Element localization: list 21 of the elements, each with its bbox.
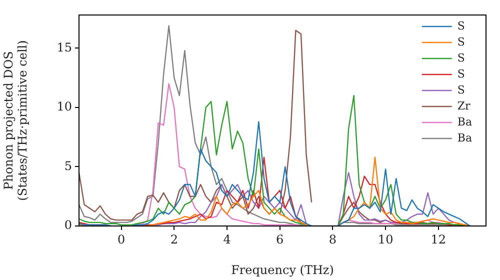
x-axis-title: Frequency (THz) xyxy=(231,262,334,277)
legend-label: S xyxy=(457,19,465,32)
x-tick-label: 4 xyxy=(223,232,232,246)
x-tick-label: 2 xyxy=(170,232,178,246)
y-tick-label: 10 xyxy=(56,100,72,114)
legend-label: S xyxy=(457,51,465,64)
legend-label: Zr xyxy=(457,99,471,112)
legend-label: Ba xyxy=(457,131,472,144)
x-tick-label: 0 xyxy=(117,232,126,246)
legend-label: Ba xyxy=(457,115,472,128)
y-tick-label: 5 xyxy=(64,158,72,173)
x-tick-label: 10 xyxy=(378,232,394,246)
y-tick-label: 0 xyxy=(64,218,72,232)
x-tick-label: 12 xyxy=(430,232,446,246)
y-axis-title: Phonon projected DOS (States/THz·primitive cell) xyxy=(1,40,30,201)
legend-label: S xyxy=(457,83,465,96)
y-tick-label: 15 xyxy=(56,40,72,54)
legend-label: S xyxy=(457,35,465,48)
x-tick-label: 8 xyxy=(328,232,337,246)
x-tick-label: 6 xyxy=(276,232,284,246)
legend-label: S xyxy=(457,67,465,80)
